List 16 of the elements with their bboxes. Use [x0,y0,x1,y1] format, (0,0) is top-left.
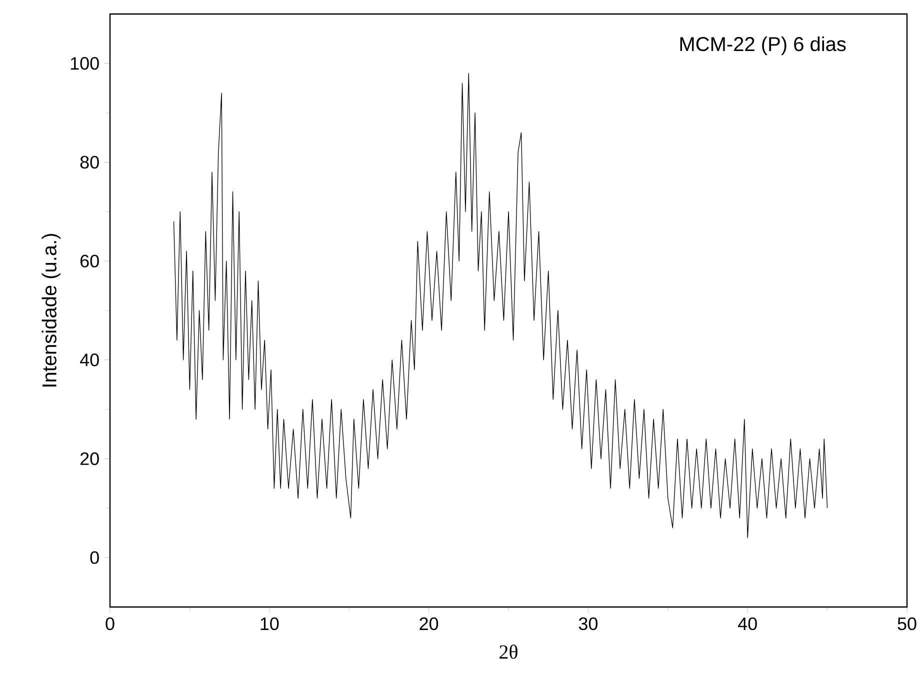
y-tick-label: 20 [80,452,99,466]
y-tick-label: 80 [80,156,99,169]
y-tick-label: 40 [80,354,99,366]
y-tick-label: 100 [70,57,99,70]
x-axis-title: 2θ [500,644,518,659]
annotation: MCM-22 (P) 6 dias [680,36,846,56]
x-tick-label: 40 [738,617,757,630]
x-tick-label: 20 [420,617,438,630]
y-axis-title: Intensidade (u.a.) [42,234,60,386]
x-tick-label: 30 [578,617,598,630]
line-series [173,72,828,538]
x-tick-label: 0 [106,617,114,630]
x-tick-label: 10 [260,617,279,630]
y-tick-label: 0 [90,551,99,564]
y-tick-label: 60 [80,254,99,268]
x-tick-label: 50 [898,617,916,630]
